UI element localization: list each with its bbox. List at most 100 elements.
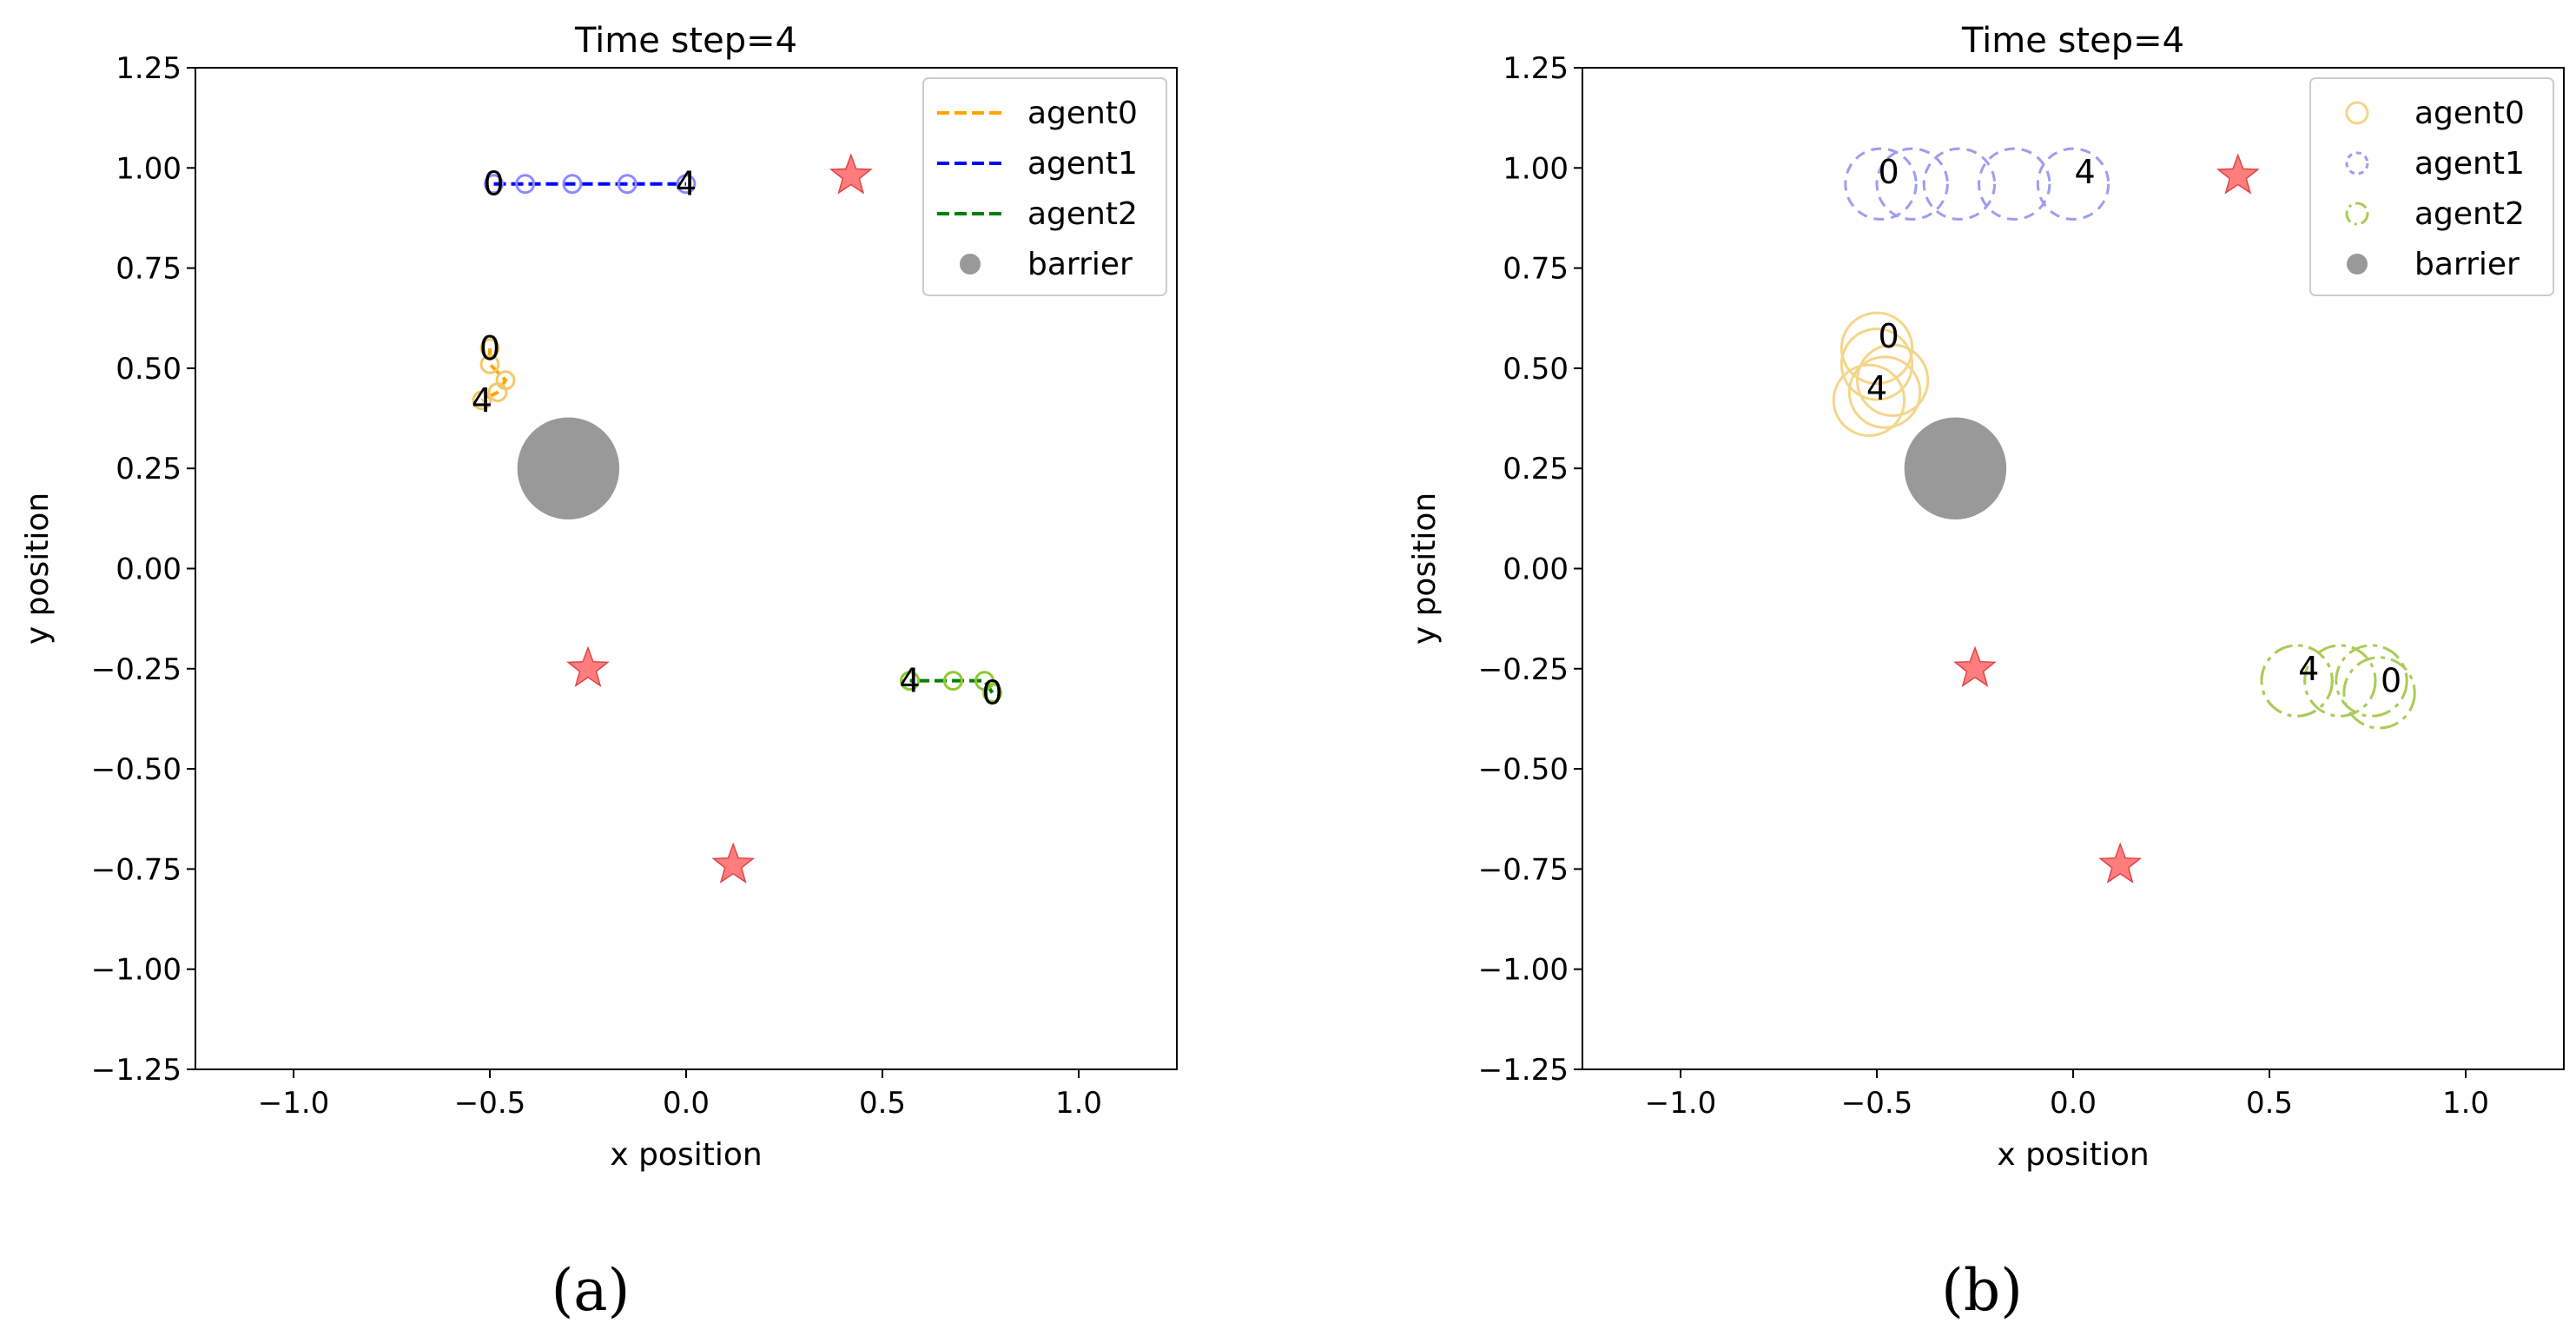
barrier-circle	[1904, 417, 2007, 519]
y-tick-label: 0.50	[116, 352, 182, 387]
agent2-step-label-0: 0	[981, 673, 1002, 711]
legend-label-agent2: agent2	[2414, 196, 2525, 232]
agent1-step-label-0: 0	[483, 165, 504, 203]
series-agent2: 04	[2260, 644, 2416, 730]
series-agent0: 04	[1832, 311, 1930, 437]
goal-star-0	[829, 153, 873, 195]
barrier-circle	[517, 417, 620, 519]
goal-star-1	[566, 645, 610, 687]
chart-title: Time step=4	[574, 21, 797, 61]
y-tick-label: 0.00	[1503, 552, 1569, 587]
agent0-marker-3	[487, 382, 508, 403]
goal-star-1	[1953, 645, 1997, 687]
x-tick-label: 1.0	[2442, 1086, 2489, 1121]
legend-label-agent0: agent0	[2414, 96, 2525, 131]
agent2-marker-4	[900, 671, 921, 691]
agent1-marker-0	[484, 174, 504, 195]
goal-star-2	[711, 842, 756, 883]
agent0-marker-2	[1855, 343, 1930, 417]
agent0-marker-3	[1847, 355, 1922, 429]
agent1-marker-3	[617, 174, 637, 195]
y-tick-label: 0.50	[1503, 352, 1569, 387]
agent0-step-label-0: 0	[1878, 317, 1899, 355]
agent1-marker-0	[1844, 147, 1918, 221]
x-tick-label: 0.5	[2246, 1086, 2293, 1121]
agent1-marker-3	[1978, 147, 2051, 221]
y-axis-label: y position	[1407, 493, 1443, 645]
legend-box	[2309, 77, 2554, 296]
x-axis-label: x position	[1997, 1137, 2149, 1173]
y-tick-label: −0.25	[91, 652, 182, 687]
agent2-marker-2	[942, 671, 963, 691]
goal-star-2	[2098, 842, 2143, 883]
agent2-marker-1	[2335, 644, 2408, 718]
panel-label: (b)	[1941, 1257, 2023, 1324]
y-tick-label: −1.25	[91, 1053, 182, 1088]
agent2-path-line	[909, 678, 994, 694]
legend-label-agent0: agent0	[1027, 96, 1138, 131]
legend-swatch-agent2	[2345, 202, 2369, 226]
legend-label-barrier: barrier	[2414, 247, 2520, 282]
agent1-marker-4	[676, 174, 697, 195]
agent2-step-label-4: 4	[2298, 650, 2319, 688]
agent0-marker-4	[1832, 363, 1906, 437]
y-tick-label: −1.00	[1478, 953, 1569, 988]
agent1-step-label-4: 4	[2074, 153, 2095, 191]
panel-label: (a)	[552, 1257, 631, 1324]
x-tick-label: 0.0	[2050, 1086, 2097, 1121]
x-tick-label: −0.5	[454, 1086, 526, 1121]
agent0-marker-1	[479, 354, 500, 374]
agent0-marker-1	[1840, 327, 1914, 401]
agent0-path-line	[481, 347, 508, 402]
legend-label-agent2: agent2	[1027, 196, 1138, 232]
agent0-marker-0	[1840, 311, 1914, 386]
agent2-step-label-0: 0	[2381, 662, 2401, 700]
x-tick-label: −1.0	[1645, 1086, 1717, 1121]
x-tick-label: 1.0	[1055, 1086, 1102, 1121]
y-tick-label: 0.25	[116, 452, 182, 486]
agent0-marker-4	[472, 390, 492, 411]
y-tick-label: −0.25	[1478, 652, 1569, 687]
agent0-step-label-4: 4	[472, 381, 492, 420]
agent1-marker-4	[2036, 147, 2110, 221]
y-tick-label: 1.00	[1503, 151, 1569, 186]
y-tick-label: 0.00	[116, 552, 182, 587]
legend-label-agent1: agent1	[2414, 146, 2525, 182]
y-tick-label: −1.00	[91, 953, 182, 988]
y-tick-label: 0.75	[1503, 252, 1569, 287]
y-tick-label: −0.75	[1478, 852, 1569, 887]
agent2-marker-4	[2260, 644, 2334, 718]
panel-a: 040 404−1.0 −0.5 0.0 0.5 1.01.251.000.750.500…	[20, 21, 1178, 1324]
y-tick-label: 0.75	[116, 252, 182, 287]
series-agent0: 04	[472, 329, 516, 420]
y-tick-label: −0.50	[91, 752, 182, 787]
y-tick-label: 0.25	[1503, 452, 1569, 486]
legend: agent0 agent1 agent2 barrier	[922, 77, 1167, 296]
agent2-marker-1	[974, 671, 994, 691]
agent2-step-label-4: 4	[900, 662, 921, 700]
y-axis-label: y position	[20, 493, 56, 645]
y-tick-label: −0.75	[91, 852, 182, 887]
y-tick-label: 1.00	[116, 151, 182, 186]
series-agent2: 04	[900, 662, 1003, 712]
agent1-marker-1	[1875, 147, 1949, 221]
agent0-step-label-0: 0	[479, 329, 500, 367]
legend-label-barrier: barrier	[1027, 247, 1133, 282]
agent2-marker-0	[2342, 656, 2416, 730]
agent0-step-label-4: 4	[1866, 369, 1887, 407]
plot-area: 040 404	[472, 153, 1003, 883]
plot-area: 040 404	[1832, 147, 2416, 883]
y-tick-label: −0.50	[1478, 752, 1569, 787]
y-tick-label: −1.25	[1478, 1053, 1569, 1088]
goal-star-0	[2216, 153, 2260, 195]
legend-swatch-agent1	[2345, 151, 2369, 175]
legend-swatch-agent0	[2345, 101, 2369, 125]
x-tick-label: −1.0	[258, 1086, 330, 1121]
y-tick-label: 1.25	[1503, 51, 1569, 86]
legend: agent0 agent1 agent2 barrier	[2309, 77, 2554, 296]
agent1-marker-2	[562, 174, 583, 195]
legend-label-agent1: agent1	[1027, 146, 1138, 182]
